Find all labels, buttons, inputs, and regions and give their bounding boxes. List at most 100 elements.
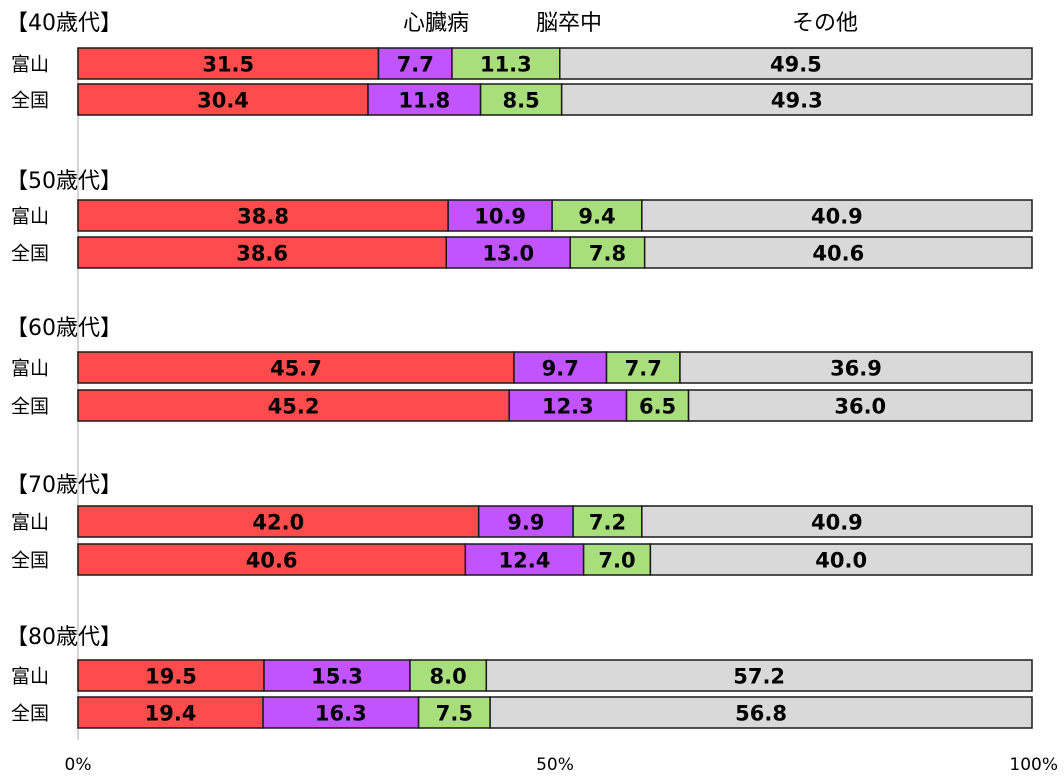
bar-segment — [569, 236, 646, 269]
bar-segment — [77, 389, 510, 422]
data-label: 38.6 — [236, 242, 288, 266]
bar-segment — [679, 351, 1033, 384]
data-label: 19.5 — [145, 665, 197, 689]
data-label: 13.0 — [482, 242, 534, 266]
bar-row: 富山 38.8 10.9 9.4 40.9 — [11, 199, 1033, 232]
data-label: 11.3 — [480, 53, 532, 77]
data-label: 38.8 — [237, 205, 289, 229]
bar-row: 富山 42.0 9.9 7.2 40.9 — [11, 505, 1033, 538]
bar-segment — [464, 543, 585, 576]
age-group: 【60歳代】富山 45.7 9.7 7.7 36.9 全国 45.2 12.3 6.5 36.0 — [6, 316, 1033, 422]
group-title: 【40歳代】 — [6, 11, 122, 36]
data-label: 16.3 — [315, 702, 367, 726]
data-label: 40.6 — [246, 549, 298, 573]
bar-segment — [551, 199, 643, 232]
bar-row: 富山 31.5 7.7 11.3 49.5 — [11, 47, 1033, 80]
x-tick-label: 50% — [536, 755, 574, 775]
bar-segment — [451, 47, 561, 80]
data-label: 40.0 — [815, 549, 867, 573]
data-label: 36.0 — [834, 395, 886, 419]
bar-groups: 【40歳代】富山 31.5 7.7 11.3 49.5 全国 30.4 11.8 8.5 49.3… — [6, 11, 1033, 729]
data-label: 8.5 — [503, 89, 540, 113]
bar-segment — [687, 389, 1033, 422]
bar-segment — [643, 236, 1033, 269]
data-label: 19.4 — [145, 702, 197, 726]
bar-segment — [649, 543, 1033, 576]
row-label: 富山 — [11, 54, 49, 76]
bar-segment — [445, 236, 572, 269]
data-label: 40.9 — [811, 511, 863, 535]
data-label: 9.9 — [507, 511, 544, 535]
bar-segment — [409, 659, 488, 692]
bar-segment — [377, 47, 453, 80]
data-label: 45.7 — [270, 357, 322, 381]
bar-row: 全国 19.4 16.3 7.5 56.8 — [11, 696, 1033, 729]
legend-entry: 心臓病 — [403, 11, 469, 36]
bar-row: 全国 30.4 11.8 8.5 49.3 — [11, 83, 1033, 116]
data-label: 12.3 — [542, 395, 594, 419]
row-label: 全国 — [11, 243, 49, 265]
data-label: 11.8 — [398, 89, 450, 113]
data-label: 57.2 — [733, 665, 785, 689]
legend-entry: その他 — [792, 11, 858, 36]
bar-segment — [77, 199, 449, 232]
bar-segment — [447, 199, 553, 232]
data-label: 6.5 — [639, 395, 676, 419]
data-label: 12.4 — [499, 549, 551, 573]
x-tick-label: 100% — [1009, 755, 1058, 775]
row-label: 全国 — [11, 550, 49, 572]
bar-segment — [489, 696, 1033, 729]
row-label: 全国 — [11, 396, 49, 418]
bar-segment — [262, 696, 420, 729]
group-title: 【60歳代】 — [6, 316, 122, 341]
data-label: 7.7 — [625, 357, 662, 381]
age-group: 【80歳代】富山 19.5 15.3 8.0 57.2 全国 19.4 16.3 7.5 56.8 — [6, 625, 1033, 729]
x-axis-ticks: 0% 50% 100% — [65, 755, 1058, 775]
data-label: 10.9 — [474, 205, 526, 229]
bar-segment — [77, 696, 264, 729]
data-label: 7.8 — [589, 242, 626, 266]
bar-segment — [77, 351, 515, 384]
data-label: 45.2 — [268, 395, 320, 419]
bar-segment — [641, 505, 1033, 538]
bar-segment — [485, 659, 1033, 692]
bar-segment — [625, 389, 690, 422]
age-group: 【70歳代】富山 42.0 9.9 7.2 40.9 全国 40.6 12.4 7.0 40.0 — [6, 473, 1033, 576]
bar-row: 富山 19.5 15.3 8.0 57.2 — [11, 659, 1033, 692]
group-title: 【80歳代】 — [6, 625, 122, 650]
data-label: 9.7 — [542, 357, 579, 381]
bar-segment — [572, 505, 643, 538]
data-label: 42.0 — [252, 511, 304, 535]
bar-segment — [77, 236, 447, 269]
bar-segment — [641, 199, 1033, 232]
group-title: 【50歳代】 — [6, 169, 122, 194]
bar-segment — [77, 543, 467, 576]
x-tick-label: 0% — [65, 755, 92, 775]
data-label: 7.0 — [598, 549, 635, 573]
bar-segment — [560, 83, 1033, 116]
row-label: 富山 — [11, 206, 49, 228]
data-label: 7.2 — [589, 511, 626, 535]
data-label: 7.7 — [397, 53, 434, 77]
data-label: 49.3 — [771, 89, 823, 113]
data-label: 7.5 — [436, 702, 473, 726]
data-label: 15.3 — [311, 665, 363, 689]
bar-segment — [513, 351, 608, 384]
bar-row: 富山 45.7 9.7 7.7 36.9 — [11, 351, 1033, 384]
data-label: 49.5 — [770, 53, 822, 77]
bar-segment — [559, 47, 1033, 80]
bar-row: 全国 38.6 13.0 7.8 40.6 — [11, 236, 1033, 269]
data-label: 40.6 — [812, 242, 864, 266]
bar-segment — [263, 659, 411, 692]
data-label: 56.8 — [735, 702, 787, 726]
data-label: 31.5 — [202, 53, 254, 77]
row-label: 富山 — [11, 358, 49, 380]
bar-row: 全国 40.6 12.4 7.0 40.0 — [11, 543, 1033, 576]
data-label: 30.4 — [197, 89, 249, 113]
row-label: 富山 — [11, 512, 49, 534]
legend: 心臓病 脳卒中 その他 — [403, 11, 858, 36]
data-label: 9.4 — [578, 205, 615, 229]
row-label: 全国 — [11, 703, 49, 725]
data-label: 8.0 — [430, 665, 467, 689]
